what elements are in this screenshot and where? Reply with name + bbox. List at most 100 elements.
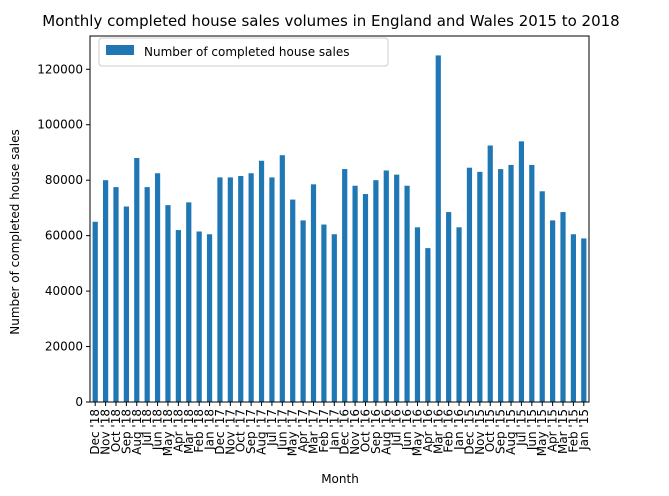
y-tick-label: 20000 bbox=[45, 340, 83, 354]
bar bbox=[456, 227, 462, 402]
x-tick-label: Jun '18 bbox=[151, 409, 165, 451]
x-tick-label: Mar '17 bbox=[307, 409, 321, 454]
x-tick-label: Mar '16 bbox=[431, 409, 445, 454]
bar bbox=[186, 202, 192, 402]
x-tick-label: Nov '17 bbox=[223, 409, 237, 455]
bar bbox=[144, 187, 150, 402]
x-tick-label: Dec '18 bbox=[88, 409, 102, 455]
bar bbox=[342, 169, 348, 402]
x-tick-label: Apr '18 bbox=[171, 409, 185, 452]
y-tick-label: 100000 bbox=[37, 118, 83, 132]
bar bbox=[404, 185, 410, 402]
bar bbox=[300, 220, 306, 402]
x-tick-label: Sep '16 bbox=[369, 409, 383, 454]
x-tick-label: Sep '17 bbox=[244, 409, 258, 454]
x-tick-label: Jul '18 bbox=[140, 409, 154, 447]
x-tick-label: May '17 bbox=[286, 409, 300, 456]
x-tick-label: Feb '18 bbox=[192, 409, 206, 453]
x-tick-label: Jun '16 bbox=[400, 409, 414, 451]
legend-entry: Number of completed house sales bbox=[144, 45, 349, 59]
bar bbox=[217, 177, 223, 402]
y-axis-ticks: 0 20000 40000 60000 80000 100000 120000 bbox=[37, 62, 90, 409]
bar bbox=[279, 155, 285, 402]
bar bbox=[550, 220, 556, 402]
x-tick-label: Apr '16 bbox=[421, 409, 435, 452]
x-tick-label: Nov '16 bbox=[348, 409, 362, 455]
bar bbox=[258, 160, 265, 402]
x-tick-label: Jul '16 bbox=[390, 409, 404, 447]
x-tick-label: Aug '18 bbox=[130, 409, 144, 455]
bar bbox=[362, 194, 369, 402]
bar bbox=[165, 205, 171, 402]
bar bbox=[466, 167, 473, 402]
x-tick-label: Jun '17 bbox=[275, 409, 289, 451]
x-tick-label: Jan '18 bbox=[203, 409, 217, 451]
bar bbox=[539, 191, 545, 402]
bar bbox=[498, 169, 504, 402]
bar bbox=[446, 212, 452, 402]
bar bbox=[425, 248, 431, 402]
bar bbox=[570, 234, 577, 402]
x-tick-label: Dec '17 bbox=[213, 409, 227, 455]
x-tick-label: Jun '15 bbox=[525, 409, 539, 451]
bar bbox=[477, 171, 483, 402]
x-tick-label: Mar '15 bbox=[556, 409, 570, 454]
bar bbox=[487, 145, 493, 402]
x-tick-label: Nov '18 bbox=[99, 409, 113, 455]
legend: Number of completed house sales bbox=[98, 37, 389, 67]
x-tick-label: Jan '17 bbox=[327, 409, 341, 451]
x-tick-label: Feb '16 bbox=[442, 409, 456, 453]
y-axis-label: Number of completed house sales bbox=[8, 129, 22, 334]
bar bbox=[331, 234, 337, 402]
x-axis-label: Month bbox=[321, 472, 359, 486]
bar bbox=[248, 173, 254, 402]
x-tick-label: Apr '15 bbox=[546, 409, 560, 452]
x-tick-label: Aug '17 bbox=[255, 409, 269, 455]
bar bbox=[154, 173, 161, 402]
bar bbox=[373, 180, 379, 402]
bar bbox=[92, 221, 98, 402]
x-tick-label: May '15 bbox=[535, 409, 549, 456]
x-tick-label: Oct '18 bbox=[109, 409, 123, 452]
bar bbox=[508, 164, 514, 402]
y-tick-label: 60000 bbox=[45, 229, 83, 243]
bar bbox=[518, 141, 525, 403]
x-tick-label: Dec '15 bbox=[462, 409, 476, 455]
bar bbox=[102, 180, 109, 402]
x-tick-label: May '16 bbox=[410, 409, 424, 456]
x-tick-label: Sep '15 bbox=[494, 409, 508, 454]
plot-frame bbox=[89, 35, 590, 403]
x-tick-label: Feb '17 bbox=[317, 409, 331, 453]
x-tick-label: Jul '15 bbox=[514, 409, 528, 447]
bar bbox=[529, 164, 535, 402]
x-tick-label: Mar '18 bbox=[182, 409, 196, 454]
bar bbox=[196, 231, 202, 402]
bar bbox=[435, 55, 441, 402]
x-tick-label: Nov '15 bbox=[473, 409, 487, 455]
bars-group bbox=[92, 55, 587, 403]
bar bbox=[383, 170, 389, 402]
y-tick-label: 80000 bbox=[45, 173, 83, 187]
bar bbox=[394, 174, 400, 402]
x-tick-label: Oct '15 bbox=[483, 409, 497, 452]
bar bbox=[134, 158, 140, 402]
x-tick-label: May '18 bbox=[161, 409, 175, 456]
x-tick-label: Feb '15 bbox=[566, 409, 580, 453]
bar bbox=[123, 206, 129, 402]
bar bbox=[581, 238, 587, 402]
x-tick-label: Jan '16 bbox=[452, 409, 466, 451]
bar bbox=[113, 187, 119, 402]
chart-title: Monthly completed house sales volumes in… bbox=[42, 12, 619, 30]
y-tick-label: 120000 bbox=[37, 62, 83, 76]
legend-box bbox=[98, 37, 389, 67]
x-tick-label: Oct '17 bbox=[234, 409, 248, 452]
bar bbox=[227, 177, 233, 402]
bar bbox=[560, 212, 566, 402]
bar bbox=[269, 177, 275, 402]
bar bbox=[414, 227, 421, 402]
x-tick-label: Oct '16 bbox=[358, 409, 372, 452]
bar bbox=[290, 199, 296, 402]
legend-swatch bbox=[106, 45, 134, 55]
